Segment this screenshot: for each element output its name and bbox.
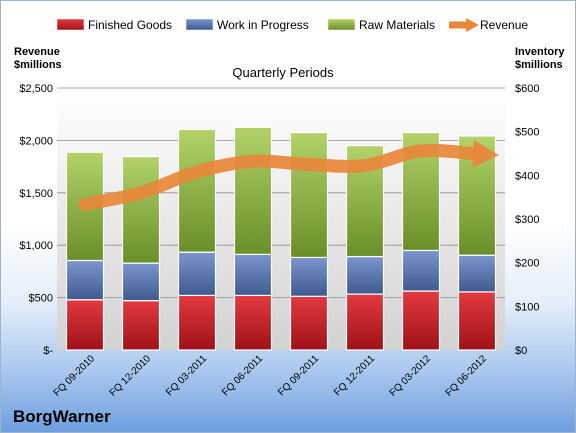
bar-finished-goods: [121, 300, 161, 351]
category-label: FQ 12-2011: [332, 353, 377, 398]
bar-raw-materials: [121, 155, 161, 264]
chart-title: Quarterly Periods: [232, 65, 334, 80]
category-label: FQ 03-2011: [164, 353, 209, 398]
legend-label: Finished Goods: [88, 18, 172, 32]
left-tick-label: $2,500: [19, 83, 53, 95]
bar-finished-goods: [457, 291, 497, 351]
bar-work-in-progress: [121, 262, 161, 302]
legend-label: Revenue: [480, 18, 528, 32]
bar-finished-goods: [345, 293, 385, 351]
left-tick-label: $1,000: [19, 240, 53, 252]
right-axis-title-line2: $millions: [515, 59, 563, 71]
bar-work-in-progress: [65, 259, 105, 301]
legend-item-raw-materials: Raw Materials: [327, 18, 435, 32]
bar-work-in-progress: [177, 251, 217, 297]
category-label: FQ 12-2010: [108, 353, 154, 399]
left-axis-title-line2: $millions: [14, 59, 62, 71]
bar-work-in-progress: [289, 256, 329, 297]
right-tick-label: $600: [515, 83, 539, 95]
legend-arrow-swatch: [466, 18, 479, 32]
bar-finished-goods: [401, 290, 441, 351]
right-tick-label: $300: [515, 214, 539, 226]
bar-work-in-progress: [345, 255, 385, 295]
category-label: FQ 06-2011: [220, 353, 265, 398]
category-label: FQ 03-2012: [388, 353, 434, 399]
bar-finished-goods: [233, 294, 273, 351]
right-tick-label: $500: [515, 127, 539, 139]
legend-item-work-in-progress: Work in Progress: [185, 18, 309, 32]
right-tick-label: $100: [515, 301, 539, 313]
legend-label: Work in Progress: [217, 18, 309, 32]
bar-raw-materials: [289, 131, 329, 259]
legend-label: Raw Materials: [359, 18, 435, 32]
left-tick-label: $2,000: [19, 135, 53, 147]
legend-swatch: [56, 18, 85, 31]
revenue-arrowhead: [472, 139, 499, 168]
bar-raw-materials: [177, 128, 217, 253]
company-name: BorgWarner: [13, 407, 111, 426]
left-tick-label: $-: [43, 345, 53, 357]
left-tick-label: $1,500: [19, 188, 53, 200]
left-axis-title-line1: Revenue: [14, 46, 60, 58]
bar-finished-goods: [289, 295, 329, 351]
category-label: FQ 09-2010: [52, 353, 98, 399]
bar-finished-goods: [177, 294, 217, 351]
bar-work-in-progress: [401, 249, 441, 292]
legend-item-finished-goods: Finished Goods: [56, 18, 172, 32]
bar-work-in-progress: [457, 254, 497, 293]
right-axis-title-line1: Inventory: [515, 46, 565, 58]
category-label: FQ 09-2011: [276, 353, 321, 398]
right-tick-label: $0: [515, 345, 527, 357]
bar-work-in-progress: [233, 253, 273, 297]
bar-finished-goods: [65, 299, 105, 351]
right-tick-label: $200: [515, 258, 539, 270]
legend-item-revenue: Revenue: [449, 18, 528, 32]
legend-swatch: [185, 18, 214, 31]
legend-swatch: [327, 18, 356, 31]
bar-raw-materials: [233, 126, 273, 255]
left-tick-label: $500: [29, 293, 53, 305]
right-axis-title: Inventory $millions: [515, 46, 565, 72]
left-axis-title: Revenue $millions: [14, 46, 62, 72]
right-tick-label: $400: [515, 170, 539, 182]
category-label: FQ 06-2012: [444, 353, 490, 399]
revenue-line: [78, 143, 484, 211]
